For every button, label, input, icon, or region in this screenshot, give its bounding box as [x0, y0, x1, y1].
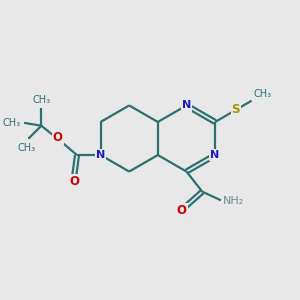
Text: CH₃: CH₃ [2, 118, 21, 128]
Text: O: O [69, 175, 79, 188]
Text: O: O [53, 131, 63, 144]
Text: CH₃: CH₃ [32, 95, 50, 105]
Text: CH₃: CH₃ [18, 143, 36, 153]
Text: NH₂: NH₂ [223, 196, 244, 206]
Text: O: O [177, 205, 187, 218]
Text: CH₃: CH₃ [253, 89, 271, 99]
Text: N: N [96, 150, 105, 160]
Text: N: N [182, 100, 191, 110]
Text: S: S [232, 103, 240, 116]
Text: N: N [211, 150, 220, 160]
